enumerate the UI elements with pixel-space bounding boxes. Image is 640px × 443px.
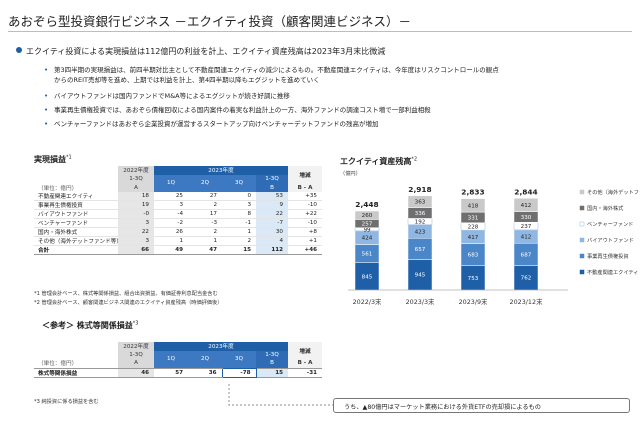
bar-segment	[513, 265, 539, 291]
callout-connector	[228, 384, 333, 406]
table-row: ベンチャーファンド 3 -2 -3 -1 -7 -10	[34, 218, 322, 229]
bar-value-label: 237	[521, 224, 532, 230]
bar-segment	[460, 198, 486, 213]
legend-swatch	[579, 205, 585, 211]
bullet-dot-icon	[16, 47, 22, 53]
bar-value-label: 412	[521, 235, 532, 241]
bar-segment	[407, 195, 433, 208]
sub-bullet: • 事業再生債権投資では、あおぞら債権回収による国内案件の着実な利益計上の一方、海…	[44, 106, 431, 114]
bar-value-label: 257	[362, 222, 373, 228]
bullet-icon: •	[44, 92, 49, 100]
legend-label: バイアウトファンド	[587, 236, 634, 244]
sub-bullet: • ベンチャーファンドはあおぞら企業投資が運営するスタートアップ向けベンチャーデッ…	[44, 120, 379, 128]
legend-label: その他（海外デットファンド等）	[587, 188, 640, 196]
legend-swatch	[579, 221, 585, 227]
bar-value-label: 330	[521, 215, 532, 221]
callout-box: うち、▲80億円はマーケット業務における外貨ETFの売却損によるもの	[333, 398, 630, 413]
legend-label: 国内・海外株式	[587, 204, 624, 212]
category-label: 2023/9末	[459, 297, 488, 306]
bar-value-label: 561	[362, 252, 373, 258]
header-row-3: （単位：億円） A B B - A	[34, 359, 322, 369]
bar-value-label: 753	[468, 276, 479, 282]
category-label: 2023/3末	[406, 297, 435, 306]
bar-value-label: 657	[415, 247, 426, 253]
crossholding-table: 2022年度 2023年度 増減 1-3Q 1Q 2Q 3Q 1-3Q （単位：…	[34, 342, 322, 378]
bar-segment	[513, 198, 539, 212]
total-row: 合計 66 49 47 15 112 +46	[34, 245, 322, 256]
table-row: 国内・海外株式 22 26 2 1 30 +8	[34, 227, 322, 238]
category-label: 2023/12末	[510, 297, 544, 306]
header-row-1: 2022年度 2023年度 増減	[34, 342, 322, 360]
category-label: 2022/3末	[353, 297, 382, 306]
legend-swatch	[579, 269, 585, 275]
legend-swatch	[579, 253, 585, 259]
bullet-icon: •	[44, 66, 49, 74]
balance-title: エクイティ資産残高*2	[340, 156, 418, 166]
sub-bullet-continued: からのREIT売却等を進め、上期では利益を計上、第4四半期以降もエグジットを進め…	[54, 76, 320, 84]
table-row: その他（海外デットファンド等） 3 1 1 2 4 +1	[34, 236, 322, 247]
bar-value-label: 192	[415, 219, 426, 225]
bar-value-label: 424	[362, 236, 373, 242]
highlighted-3q-cell: -78	[221, 367, 257, 378]
header-row-2: 1-3Q 1Q 2Q 3Q 1-3Q	[34, 350, 322, 369]
bar-segment	[354, 262, 380, 291]
main-bullet: エクイティ投資による実現損益は112億円の利益を計上、エクイティ資産残高は202…	[16, 46, 386, 57]
table-row: 株式等関係損益 46 57 36 -78 15 -31	[34, 367, 322, 378]
bar-value-label: 260	[362, 213, 373, 219]
bar-value-label: 228	[468, 224, 479, 230]
bar-value-label: 945	[415, 273, 426, 279]
crossholding-title: ＜参考＞ 株式等関係損益*3	[42, 320, 139, 330]
header-row-3: （単位：億円） A B B - A	[34, 183, 322, 193]
bar-value-label: 687	[521, 252, 532, 258]
legend-swatch	[579, 189, 585, 195]
bar-value-label: 762	[521, 276, 532, 282]
bar-segment	[460, 265, 486, 291]
bar-total-label: 2,833	[461, 188, 484, 197]
bar-value-label: 845	[362, 274, 373, 280]
table-row: 事業再生債権投資 19 3 2 3 9 -10	[34, 200, 322, 211]
legend-label: 事業再生債権投資	[587, 252, 629, 260]
sub-bullet: • バイアウトファンドは国内ファンドでM&A等によるエグジットが続き好調に推移	[44, 92, 290, 100]
bar-total-label: 2,918	[408, 185, 431, 194]
legend-label: ベンチャーファンド	[587, 221, 633, 228]
bar-value-label: 683	[468, 253, 479, 259]
header-row-2: 1-3Q 1Q 2Q 3Q 1-3Q	[34, 174, 322, 193]
table-row: バイアウトファンド -0 -4 17 8 22 +22	[34, 209, 322, 220]
legend-label: 不動産関連エクイティ	[587, 268, 638, 276]
legend-swatch	[579, 237, 585, 243]
bar-segment	[354, 210, 380, 220]
header-row-1: 2022年度 2023年度 増減	[34, 166, 322, 184]
bar-value-label: 99	[363, 227, 371, 233]
bullet-icon: •	[44, 120, 49, 128]
realized-title: 実現損益*1	[34, 154, 72, 164]
bar-value-label: 412	[521, 203, 532, 209]
bar-value-label: 331	[468, 215, 479, 221]
footnote-3: *3 純投資に係る損益を含む	[34, 399, 99, 405]
main-bullet-text: エクイティ投資による実現損益は112億円の利益を計上、エクイティ資産残高は202…	[26, 47, 386, 56]
balance-unit: （億円）	[340, 171, 361, 177]
table-row: 不動産関連エクイティ 18 25 27 0 53 +35	[34, 192, 322, 202]
bar-total-label: 2,844	[514, 187, 537, 196]
footnote-2: *2 管理会計ベース、顧客関連ビジネス関連のエクイティ資産残高（時価評価後）	[34, 300, 223, 306]
bar-total-label: 2,448	[355, 200, 378, 209]
sub-bullet: • 第3四半期の実現損益は、前四半期対比主として不動産関連エクイティの減少によるも…	[44, 66, 499, 74]
bar-value-label: 363	[415, 200, 426, 206]
page-title: あおぞら型投資銀行ビジネス －エクイティ投資（顧客関連ビジネス）－	[8, 14, 411, 29]
bar-value-label: 417	[468, 235, 479, 241]
bar-value-label: 423	[415, 229, 426, 235]
bar-value-label: 418	[468, 203, 479, 209]
footnote-1: *1 管理会計ベース、株式等関係損益、組合出資損益、有価証券利息配当金含む	[34, 291, 218, 297]
realized-table: 2022年度 2023年度 増減 1-3Q 1Q 2Q 3Q 1-3Q （単位：…	[34, 166, 322, 256]
title-divider	[8, 31, 632, 32]
bar-value-label: 336	[415, 211, 426, 217]
bullet-icon: •	[44, 106, 49, 114]
